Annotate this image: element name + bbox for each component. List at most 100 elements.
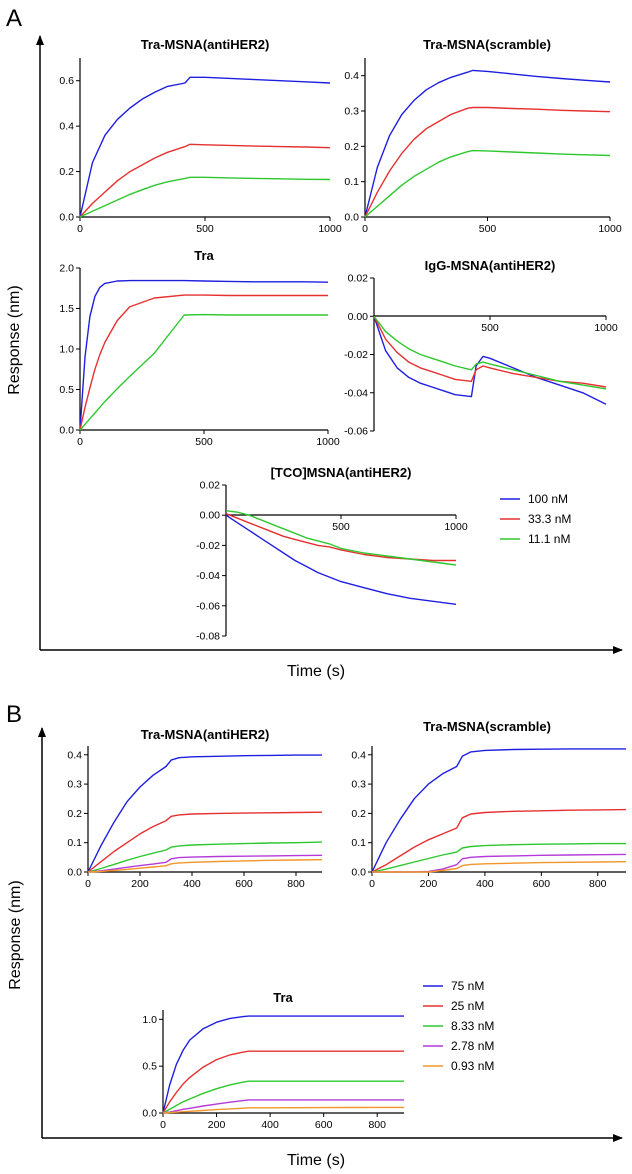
x-tick-label: 200 [208, 1119, 226, 1131]
panel-b-x-title: Time (s) [287, 1152, 345, 1169]
y-tick-label: 0.1 [351, 837, 366, 849]
y-tick-label: 1.0 [142, 1014, 157, 1026]
series-line-33-3-nm [79, 143, 331, 218]
series-line-33-3-nm [373, 315, 607, 388]
x-tick-label: 600 [235, 878, 253, 890]
chart-title: IgG-MSNA(antiHER2) [425, 258, 556, 273]
x-tick-label: 0 [369, 878, 375, 890]
y-tick-label: -0.06 [344, 426, 368, 438]
x-tick-label: 800 [589, 878, 607, 890]
panel-a-letter: A [6, 5, 22, 32]
series-line-25-nm [87, 811, 323, 873]
y-tick-label: -0.04 [196, 570, 220, 582]
panel-a: A Time (s) Response (nm) 100 nM 33.3 nM 11… [6, 5, 623, 680]
chart-title: [TCO]MSNA(antiHER2) [271, 465, 412, 480]
legend-label: 0.93 nM [451, 1059, 494, 1073]
y-tick-label: 0.6 [59, 75, 74, 87]
y-tick-label: 0.02 [348, 273, 369, 285]
y-tick-label: 0.3 [67, 779, 82, 791]
series-line-100-nm [364, 69, 611, 218]
x-tick-label: 1000 [316, 436, 340, 448]
series-line-8-33-nm [87, 841, 323, 873]
panel-b: B Time (s) Response (nm) 75 nM 25 nM 8.33 … [6, 701, 623, 1169]
x-tick-label: 1000 [594, 322, 618, 334]
chart-title: Tra-MSNA(scramble) [423, 719, 551, 734]
panel-b-letter: B [6, 701, 22, 728]
series-line-33-3-nm [79, 294, 328, 431]
y-tick-label: 0.2 [344, 141, 359, 153]
y-tick-label: 0.0 [59, 425, 74, 437]
plots-layer: Tra-MSNA(antiHER2)0.00.20.40.60 500 1000Tr… [59, 37, 627, 1131]
series-line-0-93-nm [162, 1106, 404, 1114]
x-tick-label: 0 [77, 223, 83, 235]
x-tick-label: 500 [332, 521, 350, 533]
chart-title: Tra-MSNA(scramble) [423, 37, 551, 52]
y-tick-label: 0.4 [351, 749, 366, 761]
series-line-11-1-nm [79, 313, 328, 431]
y-tick-label: 0.2 [67, 808, 82, 820]
y-tick-label: -0.02 [196, 540, 220, 552]
y-tick-label: 2.0 [59, 263, 74, 275]
series-line-0-93-nm [372, 861, 627, 873]
chart-a1: Tra-MSNA(antiHER2) 0.0 0.2 0.4 0.6 0 500 1000 [59, 37, 341, 235]
y-tick-label: -0.02 [344, 349, 368, 361]
x-tick-label: 1000 [444, 521, 468, 533]
y-tick-label: 0.3 [351, 779, 366, 791]
y-tick-label: 0.02 [200, 480, 221, 492]
y-tick-label: 0.1 [67, 837, 82, 849]
y-tick-label: 0.3 [344, 106, 359, 118]
x-tick-label: 400 [261, 1119, 279, 1131]
series-line-75-nm [162, 1015, 404, 1114]
x-tick-label: 400 [183, 878, 201, 890]
y-tick-label: 0.5 [59, 384, 74, 396]
series-line-75-nm [87, 754, 322, 873]
chart-title: Tra [273, 990, 293, 1005]
y-tick-label: 0.4 [344, 70, 359, 82]
x-tick-label: 0 [362, 223, 368, 235]
x-tick-label: 600 [315, 1119, 333, 1131]
y-tick-label: 0.2 [351, 808, 366, 820]
chart-title: Tra [194, 248, 214, 263]
x-tick-label: 400 [476, 878, 494, 890]
chart-a5: [TCO]MSNA(antiHER2) -0.08 -0.06 -0.04 -0.02 0… [196, 465, 468, 643]
y-tick-label: 0.00 [348, 311, 369, 323]
series-line-0-93-nm [87, 859, 323, 873]
y-tick-label: 0.0 [344, 212, 359, 224]
series-line-100-nm [225, 514, 457, 605]
y-tick-label: 0.2 [59, 166, 74, 178]
series-line-25-nm [371, 808, 627, 873]
panel-b-y-title: Response (nm) [7, 880, 24, 989]
chart-title: Tra-MSNA(antiHER2) [141, 37, 270, 52]
y-tick-label: 0.0 [67, 867, 82, 879]
series-line-75-nm [371, 748, 626, 873]
x-tick-label: 600 [533, 878, 551, 890]
y-tick-label: -0.06 [196, 600, 220, 612]
chart-a2: Tra-MSNA(scramble) 0.0 0.1 0.2 0.3 0.4 0 500 100… [344, 37, 621, 235]
legend-label: 100 nM [528, 492, 568, 506]
x-tick-label: 800 [287, 878, 305, 890]
series-line-2-78-nm [87, 854, 323, 873]
series-line-11-1-nm [225, 510, 457, 566]
x-tick-label: 500 [196, 223, 214, 235]
legend-label: 8.33 nM [451, 1019, 494, 1033]
x-tick-label: 500 [479, 223, 497, 235]
series-line-11-1-nm [79, 176, 331, 218]
legend-a: 100 nM 33.3 nM 11.1 nM [500, 492, 571, 546]
chart-title: Tra-MSNA(antiHER2) [141, 727, 270, 742]
series-line-100-nm [79, 76, 331, 218]
legend-label: 25 nM [451, 999, 484, 1013]
x-tick-label: 1000 [318, 223, 342, 235]
y-tick-label: 0.4 [59, 121, 74, 133]
y-tick-label: 0.4 [67, 749, 82, 761]
legend-label: 11.1 nM [528, 532, 570, 546]
series-line-11-1-nm [364, 149, 611, 218]
y-tick-label: 1.5 [59, 303, 74, 315]
chart-b2: Tra-MSNA(scramble) 0.0 0.1 0.2 0.3 0.4 0 200 400… [351, 719, 627, 890]
legend-label: 2.78 nM [451, 1039, 494, 1053]
x-tick-label: 0 [85, 878, 91, 890]
x-tick-label: 500 [195, 436, 213, 448]
y-tick-label: 0.0 [59, 212, 74, 224]
x-tick-label: 0 [77, 436, 83, 448]
legend-label: 75 nM [451, 979, 484, 993]
y-tick-label: 0.00 [200, 510, 221, 522]
